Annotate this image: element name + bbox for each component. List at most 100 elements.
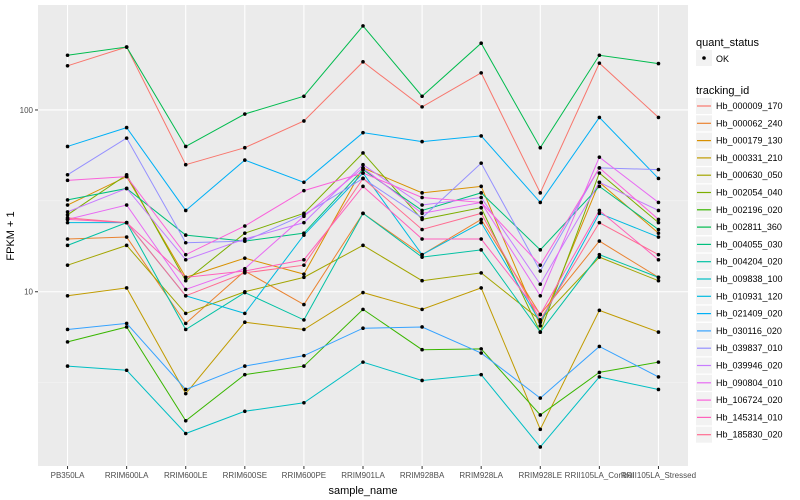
legend-label: Hb_039946_020 xyxy=(716,361,783,371)
data-point-Hb_000009_170 xyxy=(243,145,247,150)
data-point-Hb_145314_010 xyxy=(656,257,661,262)
data-point-Hb_002196_020 xyxy=(479,347,483,351)
data-point-Hb_004204_020 xyxy=(656,275,661,280)
data-point-Hb_002811_360 xyxy=(183,144,188,149)
data-point-Hb_021409_020 xyxy=(302,180,306,185)
x-axis-title: sample_name xyxy=(328,485,397,497)
data-point-Hb_002196_020 xyxy=(124,325,129,329)
data-point-Hb_185830_020 xyxy=(65,216,70,220)
data-point-Hb_185830_020 xyxy=(656,252,661,257)
data-point-Hb_010931_120 xyxy=(656,235,661,239)
data-point-Hb_000062_240 xyxy=(183,321,188,326)
data-point-Hb_185830_020 xyxy=(302,263,306,267)
data-point-Hb_185830_020 xyxy=(183,293,188,298)
data-point-Hb_004204_020 xyxy=(538,330,543,334)
data-point-Hb_145314_010 xyxy=(361,184,365,189)
legend-label: Hb_000179_130 xyxy=(716,136,783,146)
data-point-Hb_106724_020 xyxy=(656,217,661,222)
data-point-Hb_039946_020 xyxy=(656,208,661,213)
x-axis: PB350LA RRIM600LA RRIM600LE RRIM600SE RRIM60… xyxy=(51,466,696,480)
data-point-Hb_021409_020 xyxy=(420,139,424,144)
data-point-Hb_000331_210 xyxy=(124,286,129,290)
data-point-Hb_039837_010 xyxy=(479,161,483,165)
legend: quant_status OK tracking_id Hb_000009_17… xyxy=(696,37,783,443)
data-point-Hb_000331_210 xyxy=(183,391,188,396)
legend-label: Hb_000331_210 xyxy=(716,153,783,163)
data-point-Hb_009838_100 xyxy=(361,360,365,364)
data-point-Hb_002054_040 xyxy=(183,278,188,283)
data-point-Hb_000062_240 xyxy=(65,237,70,241)
data-point-Hb_002196_020 xyxy=(597,370,602,375)
data-point-Hb_004204_020 xyxy=(479,248,483,252)
data-point-Hb_106724_020 xyxy=(420,195,424,200)
data-point-Hb_021409_020 xyxy=(65,144,70,149)
data-point-Hb_039946_020 xyxy=(361,162,365,167)
x-tick-label: RRII105LA_Stressed xyxy=(621,471,696,480)
data-point-Hb_004055_030 xyxy=(538,248,543,252)
data-point-Hb_009838_100 xyxy=(479,372,483,377)
data-point-Hb_039837_010 xyxy=(420,216,424,220)
data-point-Hb_000062_240 xyxy=(479,217,483,222)
data-point-Hb_090804_010 xyxy=(656,200,661,205)
data-point-Hb_090804_010 xyxy=(361,166,365,170)
data-point-Hb_004055_030 xyxy=(479,191,483,195)
data-point-Hb_000630_050 xyxy=(302,275,306,280)
data-point-Hb_090804_010 xyxy=(124,203,129,207)
data-point-Hb_021409_020 xyxy=(479,134,483,138)
data-point-Hb_004055_030 xyxy=(183,233,188,237)
x-tick-label: RRIM600LE xyxy=(164,471,208,480)
x-tick-label: RRIM600PE xyxy=(282,471,326,480)
data-point-Hb_002054_040 xyxy=(243,231,247,235)
data-point-Hb_002811_360 xyxy=(538,145,543,150)
data-point-Hb_039837_010 xyxy=(124,136,129,140)
data-point-Hb_000179_130 xyxy=(538,323,543,328)
x-tick-label: RRIM600SE xyxy=(223,471,267,480)
legend-label: Hb_021409_020 xyxy=(716,309,783,319)
data-point-Hb_000630_050 xyxy=(656,278,661,283)
data-point-Hb_000179_130 xyxy=(656,231,661,235)
data-point-Hb_004204_020 xyxy=(302,318,306,322)
data-point-Hb_009838_100 xyxy=(420,378,424,383)
data-point-Hb_002196_020 xyxy=(361,307,365,312)
data-point-Hb_009838_100 xyxy=(243,409,247,414)
data-point-Hb_030116_020 xyxy=(479,351,483,355)
legend-label: Hb_000009_170 xyxy=(716,101,783,111)
legend-label: Hb_090804_010 xyxy=(716,378,783,388)
data-point-Hb_021409_020 xyxy=(243,158,247,162)
data-point-Hb_000630_050 xyxy=(597,255,602,259)
x-tick-label: PB350LA xyxy=(51,471,85,480)
x-tick-label: RRIM928BA xyxy=(400,471,445,480)
data-point-Hb_000331_210 xyxy=(538,427,543,432)
data-point-Hb_000062_240 xyxy=(302,302,306,307)
data-point-Hb_106724_020 xyxy=(243,224,247,228)
x-tick-label: RRIM600LA xyxy=(105,471,149,480)
data-point-Hb_002811_360 xyxy=(597,53,602,58)
data-point-Hb_185830_020 xyxy=(243,271,247,275)
data-point-Hb_002196_020 xyxy=(183,419,188,423)
data-point-Hb_030116_020 xyxy=(538,396,543,400)
data-point-Hb_030116_020 xyxy=(124,321,129,326)
data-point-Hb_000179_130 xyxy=(420,191,424,195)
data-point-Hb_010931_120 xyxy=(65,220,70,225)
data-point-Hb_010931_120 xyxy=(479,220,483,225)
y-tick-label: 100 xyxy=(20,106,34,115)
data-point-Hb_039946_020 xyxy=(479,195,483,200)
data-point-Hb_010931_120 xyxy=(243,311,247,316)
legend-label: Hb_004055_030 xyxy=(716,239,783,249)
data-point-Hb_090804_010 xyxy=(538,293,543,298)
data-point-Hb_000331_210 xyxy=(420,307,424,312)
series-points xyxy=(65,24,661,449)
data-point-Hb_002811_360 xyxy=(65,53,70,58)
data-point-Hb_039946_020 xyxy=(124,186,129,191)
data-point-Hb_000331_210 xyxy=(65,293,70,298)
data-point-Hb_000630_050 xyxy=(361,243,365,248)
x-tick-label: RRII105LA_Control xyxy=(565,471,635,480)
legend-label: Hb_039837_010 xyxy=(716,343,783,353)
data-point-Hb_039946_020 xyxy=(183,257,188,262)
data-point-Hb_145314_010 xyxy=(302,257,306,262)
data-point-Hb_030116_020 xyxy=(361,326,365,331)
data-point-Hb_000331_210 xyxy=(361,290,365,295)
y-tick-label: 10 xyxy=(24,288,33,297)
data-point-Hb_145314_010 xyxy=(183,275,188,280)
data-point-Hb_039946_020 xyxy=(302,220,306,225)
